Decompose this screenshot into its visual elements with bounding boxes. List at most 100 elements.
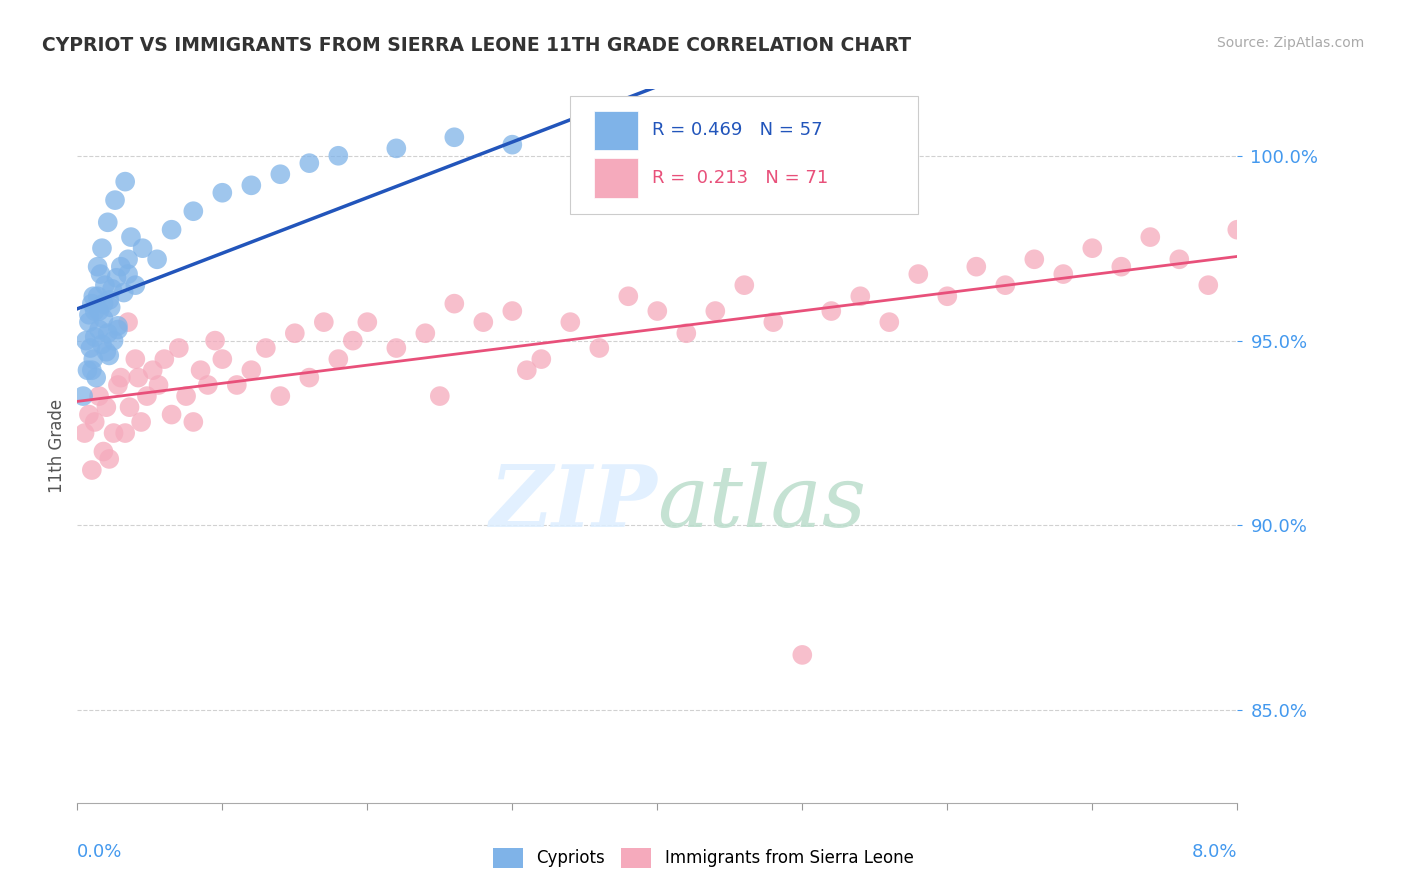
Point	[1111, 260, 1133, 274]
Point	[79, 341, 101, 355]
Point	[1024, 252, 1046, 267]
Point	[820, 304, 842, 318]
Point	[792, 648, 814, 662]
Point	[117, 252, 139, 267]
Point	[385, 341, 408, 355]
Point	[93, 444, 115, 458]
Point	[112, 285, 135, 300]
Point	[105, 270, 128, 285]
Point	[647, 304, 669, 318]
Point	[269, 389, 291, 403]
Point	[501, 137, 523, 152]
Point	[100, 301, 122, 315]
Point	[135, 389, 157, 403]
Point	[240, 178, 263, 193]
Point	[574, 145, 596, 159]
Point	[114, 425, 136, 440]
FancyBboxPatch shape	[593, 111, 637, 150]
Point	[298, 370, 321, 384]
Point	[142, 363, 165, 377]
Point	[110, 260, 132, 274]
Point	[84, 370, 107, 384]
Point	[120, 230, 142, 244]
Point	[1226, 223, 1249, 237]
Point	[124, 352, 146, 367]
Point	[83, 330, 105, 344]
Point	[936, 289, 959, 303]
Point	[429, 389, 451, 403]
Point	[87, 389, 110, 403]
Point	[174, 389, 197, 403]
Point	[98, 452, 121, 467]
Point	[617, 289, 640, 303]
Point	[117, 267, 139, 281]
Point	[877, 315, 901, 329]
FancyBboxPatch shape	[571, 96, 918, 214]
Point	[110, 370, 132, 384]
Legend: Cypriots, Immigrants from Sierra Leone: Cypriots, Immigrants from Sierra Leone	[486, 841, 920, 875]
Point	[77, 408, 100, 422]
Point	[97, 326, 120, 341]
Point	[225, 378, 247, 392]
Point	[298, 156, 321, 170]
Point	[117, 315, 139, 329]
Point	[148, 378, 170, 392]
Point	[588, 341, 610, 355]
Point	[413, 326, 436, 341]
Point	[91, 337, 114, 351]
Point	[190, 363, 212, 377]
Point	[87, 304, 110, 318]
Text: CYPRIOT VS IMMIGRANTS FROM SIERRA LEONE 11TH GRADE CORRELATION CHART: CYPRIOT VS IMMIGRANTS FROM SIERRA LEONE …	[42, 36, 911, 54]
Point	[183, 415, 205, 429]
Point	[118, 400, 141, 414]
Point	[328, 149, 350, 163]
Point	[101, 282, 124, 296]
FancyBboxPatch shape	[593, 159, 637, 198]
Point	[560, 315, 582, 329]
Point	[269, 167, 291, 181]
Point	[328, 352, 350, 367]
Point	[146, 252, 169, 267]
Point	[284, 326, 307, 341]
Point	[907, 267, 929, 281]
Point	[160, 223, 183, 237]
Point	[342, 334, 364, 348]
Point	[312, 315, 335, 329]
Point	[1139, 230, 1161, 244]
Point	[87, 322, 110, 336]
Point	[83, 304, 105, 318]
Point	[167, 341, 190, 355]
Point	[107, 378, 129, 392]
Point	[97, 215, 120, 229]
Point	[80, 463, 103, 477]
Point	[1168, 252, 1191, 267]
Point	[75, 334, 97, 348]
Point	[80, 296, 103, 310]
Point	[90, 267, 111, 281]
Point	[127, 370, 149, 384]
Point	[183, 204, 205, 219]
Point	[93, 296, 115, 310]
Point	[107, 322, 129, 336]
Point	[103, 425, 125, 440]
Point	[82, 352, 104, 367]
Point	[501, 304, 523, 318]
Point	[96, 400, 118, 414]
Point	[129, 415, 152, 429]
Point	[994, 278, 1017, 293]
Point	[82, 289, 104, 303]
Point	[240, 363, 263, 377]
Point	[516, 363, 538, 377]
Point	[98, 348, 121, 362]
Point	[72, 389, 94, 403]
Point	[76, 363, 98, 377]
Point	[86, 260, 108, 274]
Point	[93, 311, 115, 326]
Point	[103, 334, 125, 348]
Point	[211, 186, 233, 200]
Text: Source: ZipAtlas.com: Source: ZipAtlas.com	[1216, 36, 1364, 50]
Point	[94, 278, 117, 293]
Point	[98, 293, 121, 307]
Point	[443, 296, 465, 310]
Point	[104, 193, 127, 207]
